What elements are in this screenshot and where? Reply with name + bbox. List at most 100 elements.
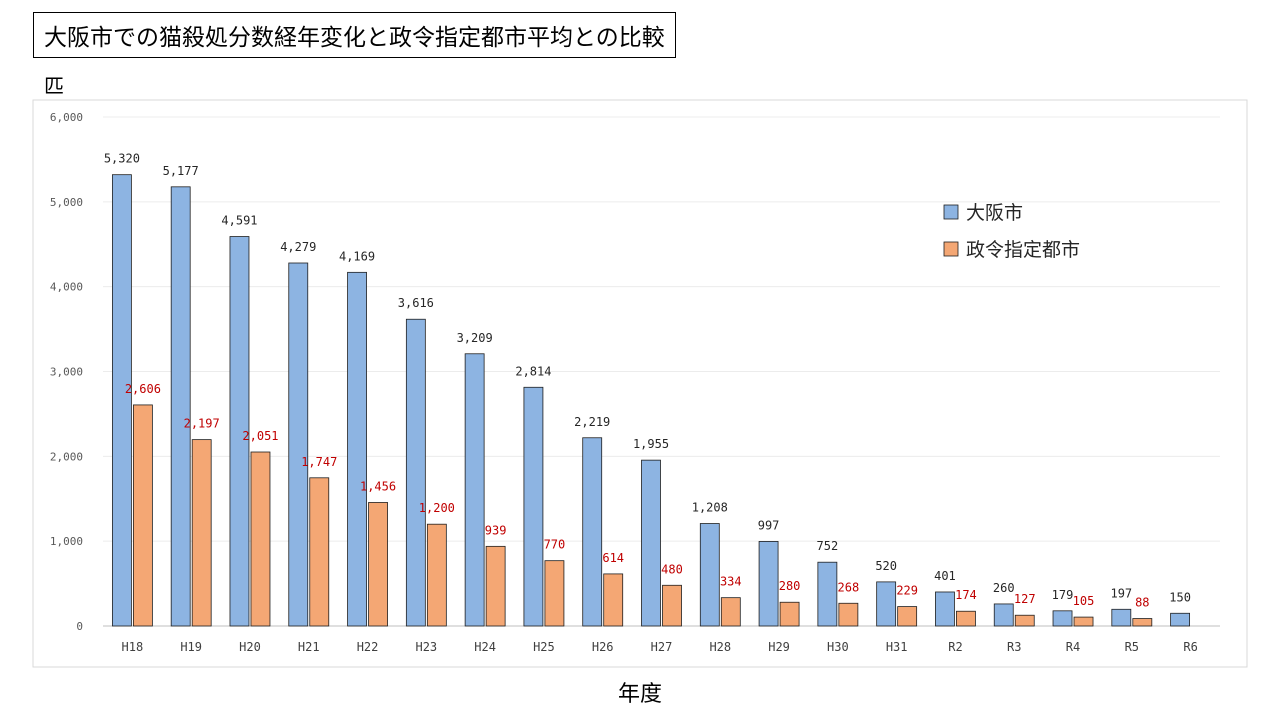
x-tick-label: H21 xyxy=(298,640,320,654)
x-tick-label: H24 xyxy=(474,640,496,654)
x-tick-label: H22 xyxy=(357,640,379,654)
bar-designated-cities xyxy=(956,610,976,627)
bar-designated-cities xyxy=(485,545,506,627)
data-label-osaka: 1,208 xyxy=(692,501,728,515)
bar-osaka xyxy=(523,386,544,627)
bar-designated-cities xyxy=(1014,614,1035,627)
data-label-designated-cities: 614 xyxy=(602,551,624,565)
x-tick-label: H25 xyxy=(533,640,555,654)
x-tick-label: R4 xyxy=(1066,640,1080,654)
x-tick-label: R5 xyxy=(1125,640,1139,654)
bar-osaka xyxy=(464,353,485,627)
legend-label: 大阪市 xyxy=(966,202,1023,224)
data-label-osaka: 401 xyxy=(934,569,956,583)
data-label-osaka: 179 xyxy=(1052,588,1074,602)
bar-designated-cities xyxy=(1073,616,1094,627)
data-label-designated-cities: 939 xyxy=(485,523,507,537)
bar-designated-cities xyxy=(662,584,682,627)
data-label-designated-cities: 480 xyxy=(661,562,683,576)
x-tick-label: R2 xyxy=(948,640,962,654)
x-tick-label: H29 xyxy=(768,640,790,654)
bar-osaka xyxy=(993,603,1014,627)
y-tick-label: 4,000 xyxy=(50,281,83,294)
data-label-osaka: 4,169 xyxy=(339,249,375,263)
data-label-designated-cities: 280 xyxy=(779,579,801,593)
bar-osaka xyxy=(876,581,897,627)
data-label-designated-cities: 1,200 xyxy=(419,501,455,515)
bar-designated-cities xyxy=(132,404,153,627)
bar-designated-cities xyxy=(838,602,859,627)
data-label-designated-cities: 770 xyxy=(544,538,566,552)
data-label-osaka: 2,219 xyxy=(574,415,610,429)
bar-designated-cities xyxy=(368,502,388,627)
bar-osaka xyxy=(111,174,132,627)
bar-osaka xyxy=(1052,610,1073,627)
bar-designated-cities xyxy=(309,477,330,627)
data-label-osaka: 997 xyxy=(758,518,780,532)
data-label-osaka: 520 xyxy=(875,559,897,573)
data-label-designated-cities: 2,606 xyxy=(125,382,161,396)
bar-osaka xyxy=(170,186,191,627)
bar-designated-cities xyxy=(250,451,271,627)
data-label-designated-cities: 2,051 xyxy=(242,429,278,443)
data-label-osaka: 4,591 xyxy=(221,214,257,228)
legend-swatch xyxy=(943,204,959,220)
data-label-designated-cities: 88 xyxy=(1135,596,1149,610)
x-axis-title: 年度 xyxy=(617,682,662,707)
y-tick-label: 1,000 xyxy=(50,535,83,548)
data-label-designated-cities: 268 xyxy=(838,580,860,594)
bar-osaka xyxy=(699,523,720,627)
x-tick-label: H26 xyxy=(592,640,614,654)
data-label-osaka: 5,320 xyxy=(104,152,140,166)
y-tick-label: 0 xyxy=(76,620,83,633)
y-tick-label: 5,000 xyxy=(50,196,83,209)
bar-designated-cities xyxy=(426,523,447,627)
legend-swatch xyxy=(943,241,959,257)
data-label-osaka: 197 xyxy=(1110,586,1132,600)
bar-designated-cities xyxy=(720,597,741,627)
x-tick-label: R3 xyxy=(1007,640,1021,654)
x-tick-label: H20 xyxy=(239,640,261,654)
data-label-osaka: 260 xyxy=(993,581,1015,595)
legend-label: 政令指定都市 xyxy=(966,239,1080,261)
data-label-designated-cities: 229 xyxy=(896,584,918,598)
bar-designated-cities xyxy=(544,560,565,627)
x-tick-label: R6 xyxy=(1183,640,1197,654)
x-tick-label: H23 xyxy=(415,640,437,654)
x-tick-label: H28 xyxy=(709,640,731,654)
x-tick-label: H30 xyxy=(827,640,849,654)
data-label-designated-cities: 334 xyxy=(720,575,742,589)
data-label-osaka: 3,209 xyxy=(457,331,493,345)
bar-osaka xyxy=(641,459,661,627)
data-label-osaka: 5,177 xyxy=(163,164,199,178)
y-tick-label: 2,000 xyxy=(50,450,83,463)
data-label-osaka: 752 xyxy=(817,539,839,553)
data-label-designated-cities: 1,747 xyxy=(301,455,337,469)
data-label-designated-cities: 2,197 xyxy=(184,417,220,431)
x-tick-label: H27 xyxy=(651,640,673,654)
x-tick-label: H31 xyxy=(886,640,908,654)
data-label-osaka: 4,279 xyxy=(280,240,316,254)
bar-designated-cities xyxy=(603,573,624,627)
data-label-osaka: 150 xyxy=(1169,590,1191,604)
data-label-osaka: 3,616 xyxy=(398,296,434,310)
bar-osaka xyxy=(1111,608,1132,627)
chart-title: 大阪市での猫殺処分数経年変化と政令指定都市平均との比較 xyxy=(33,12,676,58)
bar-osaka xyxy=(229,236,250,627)
y-tick-label: 3,000 xyxy=(50,366,83,379)
y-axis-unit-label: 匹 xyxy=(44,74,64,98)
bar-osaka xyxy=(288,262,309,627)
data-label-osaka: 1,955 xyxy=(633,437,669,451)
data-label-designated-cities: 1,456 xyxy=(360,479,396,493)
x-tick-label: H18 xyxy=(122,640,144,654)
data-label-designated-cities: 105 xyxy=(1073,594,1095,608)
bar-designated-cities xyxy=(897,606,918,627)
bar-osaka xyxy=(817,561,838,627)
bar-osaka xyxy=(347,271,367,627)
y-tick-label: 6,000 xyxy=(50,111,83,124)
bar-designated-cities xyxy=(191,439,212,627)
chart-area-frame xyxy=(32,99,1248,668)
bar-designated-cities xyxy=(1132,618,1153,627)
bar-osaka xyxy=(758,541,779,627)
